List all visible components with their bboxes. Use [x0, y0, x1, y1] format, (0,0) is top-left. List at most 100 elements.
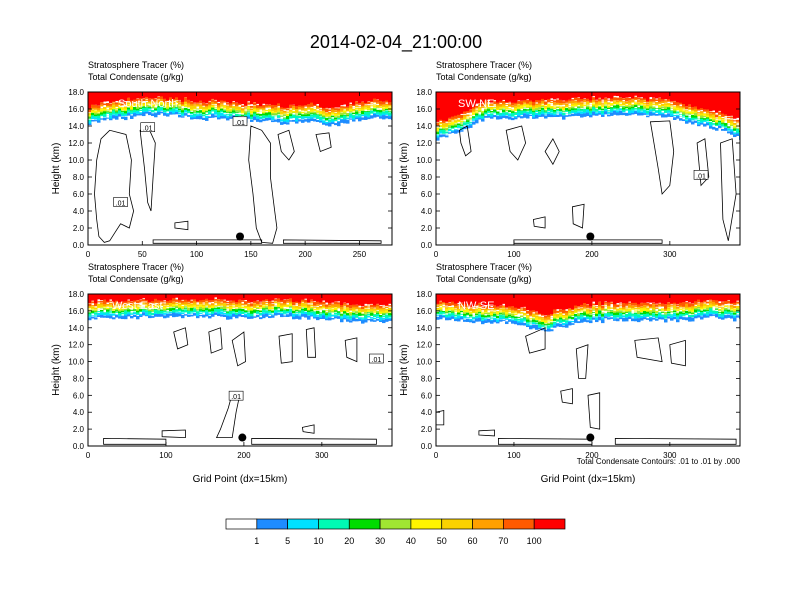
tracer-cell [664, 92, 668, 100]
tracer-cell [214, 102, 218, 105]
tracer-cell [310, 116, 314, 119]
tracer-cell [469, 114, 473, 116]
tracer-cell [319, 312, 323, 314]
tracer-cell [373, 110, 377, 113]
tracer-cell [226, 314, 230, 316]
tracer-cell [544, 101, 548, 105]
tracer-cell [271, 116, 275, 118]
tracer-cell [493, 314, 497, 318]
tracer-cell [700, 106, 704, 111]
tracer-cell [583, 99, 587, 101]
tracer-cell [592, 106, 596, 111]
tracer-cell [706, 307, 710, 311]
tracer-cell [688, 310, 692, 313]
tracer-cell [178, 102, 182, 105]
tracer-cell [229, 116, 233, 119]
tracer-cell [157, 99, 161, 103]
tracer-cell [382, 101, 386, 105]
tracer-cell [628, 294, 632, 302]
tracer-cell [487, 108, 491, 111]
tracer-cell [565, 322, 569, 325]
tracer-cell [118, 92, 122, 101]
tracer-cell [487, 318, 491, 323]
tracer-cell [109, 311, 113, 313]
x-tick-label: 0 [434, 250, 439, 259]
tracer-cell [685, 302, 689, 304]
tracer-cell [367, 101, 371, 105]
tracer-cell [358, 105, 362, 107]
tracer-cell [673, 312, 677, 314]
tracer-cell [301, 111, 305, 114]
tracer-cell [328, 92, 332, 109]
colorbar-label: 10 [313, 536, 323, 546]
tracer-cell [208, 105, 212, 108]
tracer-cell [688, 306, 692, 308]
tracer-cell [316, 308, 320, 310]
tracer-cell [655, 307, 659, 309]
tracer-cell [595, 113, 599, 116]
tracer-cell [280, 309, 284, 313]
tracer-cell [643, 312, 647, 317]
tracer-cell [295, 306, 299, 310]
tracer-cell [355, 110, 359, 114]
tracer-cell [256, 92, 260, 104]
tracer-cell [193, 111, 197, 113]
tracer-cell [553, 309, 557, 314]
x-tick-label: 150 [244, 250, 258, 259]
tracer-cell [706, 113, 710, 116]
tracer-cell [712, 115, 716, 118]
tracer-cell [388, 313, 392, 318]
tracer-cell [523, 318, 527, 321]
tracer-cell [571, 111, 575, 113]
tracer-cell [253, 92, 257, 103]
tracer-cell [292, 306, 296, 308]
tracer-cell [487, 309, 491, 311]
tracer-cell [274, 114, 278, 116]
tracer-cell [487, 113, 491, 118]
tracer-cell [382, 104, 386, 108]
tracer-cell [340, 306, 344, 310]
tracer-cell [526, 317, 530, 320]
tracer-cell [610, 311, 614, 316]
tracer-cell [514, 294, 518, 308]
tracer-cell [355, 318, 359, 322]
tracer-cell [208, 116, 212, 119]
tracer-cell [655, 310, 659, 312]
tracer-cell [460, 126, 464, 129]
tracer-cell [109, 294, 113, 300]
tracer-cell [502, 104, 506, 107]
tracer-cell [709, 124, 713, 129]
tracer-cell [103, 110, 107, 114]
tracer-cell [574, 112, 578, 116]
tracer-cell [214, 302, 218, 304]
tracer-cell [223, 92, 227, 101]
tracer-cell [538, 327, 542, 330]
tracer-cell [223, 306, 227, 310]
colorbar-label: 40 [406, 536, 416, 546]
tracer-cell [601, 104, 605, 106]
tracer-cell [235, 92, 239, 103]
tracer-cell [217, 103, 221, 106]
tracer-cell [634, 104, 638, 108]
tracer-cell [298, 111, 302, 114]
tracer-cell [574, 103, 578, 107]
tracer-cell [160, 92, 164, 97]
tracer-cell [178, 308, 182, 312]
tracer-cell [373, 311, 377, 313]
tracer-cell [241, 300, 245, 302]
tracer-cell [565, 103, 569, 105]
tracer-cell [310, 299, 314, 302]
tracer-cell [439, 134, 443, 138]
tracer-cell [457, 123, 461, 126]
tracer-cell [565, 108, 569, 111]
tracer-cell [271, 294, 275, 301]
tracer-cell [382, 114, 386, 120]
tracer-cell [259, 92, 263, 107]
tracer-cell [436, 135, 440, 138]
tracer-cell [574, 315, 578, 318]
tracer-cell [691, 311, 695, 314]
tracer-cell [172, 98, 176, 101]
tracer-cell [658, 109, 662, 113]
tracer-cell [88, 306, 92, 309]
tracer-cell [121, 306, 125, 308]
